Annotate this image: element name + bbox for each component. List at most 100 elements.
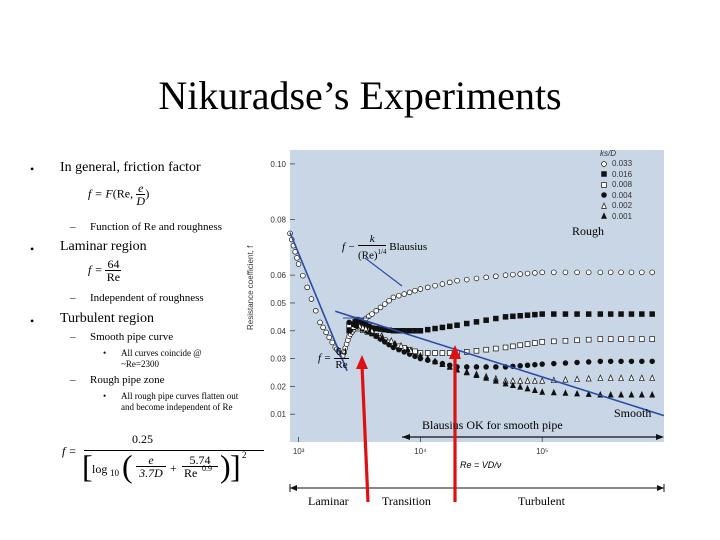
laminar-label-lhs: f =	[318, 352, 332, 365]
data-point	[424, 284, 431, 291]
red-arrow-shaft	[360, 364, 370, 503]
data-point	[539, 269, 545, 276]
dash-marker: –	[70, 374, 76, 386]
data-point	[597, 336, 604, 342]
legend-label: 0.001	[612, 211, 633, 221]
label-blasius-ok: Blausius OK for smooth pipe	[422, 418, 563, 432]
blasius-den: (Re)1/4	[357, 248, 387, 262]
legend-marker-shape	[601, 182, 607, 188]
data-point	[532, 311, 538, 318]
data-point	[308, 296, 315, 302]
x-tick-label: 10⁴	[414, 447, 427, 456]
data-point	[439, 350, 446, 356]
eq-col-t1-num: e	[136, 454, 166, 467]
data-point	[649, 374, 656, 381]
legend-marker	[601, 182, 607, 188]
label-smooth: Smooth	[614, 406, 652, 420]
data-point	[300, 272, 306, 279]
data-point	[649, 336, 655, 342]
blasius-arrow-left	[402, 434, 410, 440]
data-point	[628, 336, 635, 342]
data-point	[517, 383, 524, 390]
data-point	[638, 390, 645, 398]
data-point	[432, 325, 438, 332]
legend-entry: 0.008	[600, 180, 632, 189]
legend-entry: 0.002	[600, 201, 632, 210]
data-point	[483, 374, 490, 381]
data-point	[424, 350, 431, 356]
eq-col-t2-num: 5.74	[182, 454, 218, 467]
data-point	[353, 321, 360, 328]
data-point	[509, 381, 516, 389]
data-point	[412, 287, 418, 294]
regions-arrow-left	[290, 485, 297, 491]
equation-laminar: f = 64 Re	[88, 258, 122, 283]
data-point	[432, 282, 438, 289]
data-point	[585, 269, 592, 276]
equation-general: f = F(Re, e D)	[88, 182, 149, 207]
data-point	[585, 359, 592, 365]
y-tick-label: 0.01	[270, 410, 286, 419]
data-point	[524, 384, 531, 392]
data-point	[382, 339, 388, 345]
series-0-001	[353, 321, 656, 398]
legend-marker	[601, 212, 607, 220]
data-point	[390, 294, 397, 301]
data-point	[550, 388, 557, 396]
bullet-marker: •	[30, 314, 35, 328]
sub-sub-bullet-coincide: All curves coincide @ ~Re=2300	[121, 348, 202, 369]
data-point	[424, 354, 431, 362]
legend-marker-shape	[601, 171, 607, 178]
dash-marker: –	[70, 292, 76, 304]
data-point	[320, 324, 326, 331]
eq-general-num: e	[136, 181, 146, 195]
bullet-marker: •	[30, 242, 35, 256]
sub-sub-bullet-flatten: All rough pipe curves flatten out and be…	[121, 391, 239, 412]
eq-col-t2-exp: 0.9	[202, 464, 212, 473]
legend-label: 0.033	[612, 159, 633, 168]
data-point	[406, 289, 413, 296]
data-point	[618, 336, 624, 342]
bullet-turbulent: Turbulent region	[60, 311, 154, 326]
legend-label: 0.002	[612, 201, 633, 210]
legend-entry: 0.001	[600, 212, 632, 221]
laminar-label-den: Re	[335, 359, 348, 371]
data-point	[639, 269, 645, 276]
data-point	[493, 273, 499, 280]
laminar-curve	[289, 232, 348, 372]
x-tick-label: 10⁵	[536, 447, 548, 456]
data-point	[539, 377, 546, 384]
data-point	[464, 276, 470, 283]
blasius-name: Blausius	[389, 240, 428, 253]
laminar-label-num: 64	[333, 346, 349, 359]
eq-col-log: log	[92, 462, 108, 476]
data-point	[473, 348, 480, 354]
eq-col-plus: +	[170, 461, 177, 475]
data-point	[464, 320, 470, 327]
laminar-label-frac: 64 Re	[333, 346, 349, 371]
data-point	[502, 272, 509, 278]
data-point	[524, 270, 531, 277]
data-point	[649, 269, 655, 276]
data-point	[574, 311, 580, 317]
data-point	[304, 284, 310, 291]
data-point	[377, 304, 384, 311]
sub-bullet-independent: Independent of roughness	[90, 292, 204, 304]
data-point	[412, 353, 418, 360]
data-point	[446, 279, 453, 286]
y-tick-label: 0.10	[270, 160, 286, 169]
data-point	[398, 342, 404, 349]
data-point	[483, 364, 489, 370]
bullet-marker: •	[103, 348, 107, 358]
data-point	[562, 360, 569, 366]
bullet-laminar: Laminar region	[60, 239, 147, 254]
region-transition: Transition	[382, 494, 431, 508]
bullet-marker: •	[30, 162, 35, 176]
slide-title: Nikuradse’s Experiments	[158, 73, 562, 118]
legend-marker	[601, 171, 607, 178]
data-point	[483, 274, 489, 281]
data-point	[366, 327, 373, 335]
plot-curves	[289, 232, 665, 503]
legend-marker	[601, 202, 607, 209]
